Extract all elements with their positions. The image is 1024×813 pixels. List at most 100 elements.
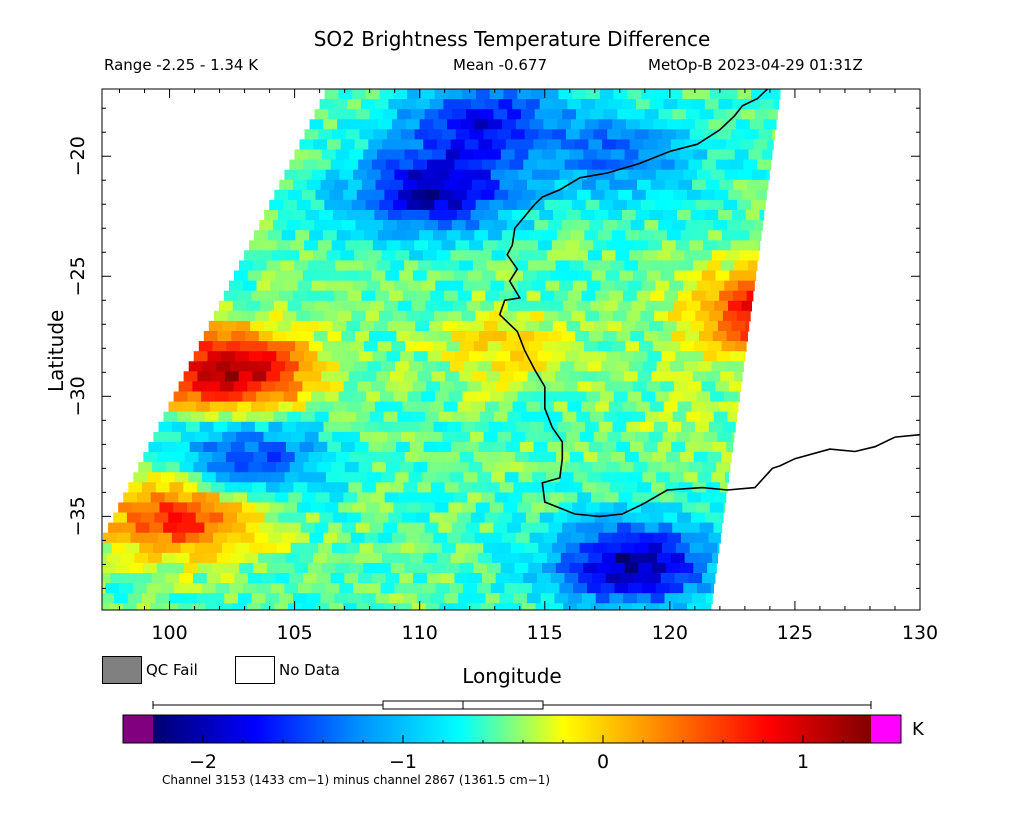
heatmap-cell (576, 411, 591, 423)
heatmap-cell (653, 421, 669, 433)
heatmap-cell (299, 441, 315, 453)
heatmap-cell (327, 331, 342, 342)
heatmap-cell (554, 482, 570, 493)
heatmap-cell (349, 149, 364, 161)
heatmap-cell (449, 280, 464, 292)
heatmap-cell (683, 472, 698, 483)
heatmap-cell (287, 522, 302, 534)
heatmap-cell (612, 310, 628, 322)
heatmap-cell (300, 331, 315, 342)
heatmap-cell (746, 290, 754, 302)
heatmap-cell (363, 341, 379, 352)
heatmap-cell (261, 381, 276, 393)
heatmap-cell (434, 310, 449, 322)
heatmap-cell (531, 280, 546, 292)
heatmap-cell (677, 401, 692, 413)
heatmap-cell (390, 149, 406, 161)
heatmap-cell (252, 482, 267, 493)
heatmap-cell (456, 210, 472, 221)
heatmap-cell (426, 573, 442, 584)
heatmap-cell (628, 169, 643, 181)
heatmap-cell (308, 452, 323, 463)
heatmap-cell (311, 391, 326, 403)
heatmap-cell (265, 290, 280, 302)
heatmap-cell (426, 270, 441, 282)
heatmap-cell (385, 159, 401, 171)
heatmap-cell (635, 431, 650, 443)
heatmap-cell (295, 341, 310, 352)
heatmap-cell (391, 452, 406, 463)
heatmap-cell (254, 421, 270, 433)
heatmap-cell (414, 431, 430, 443)
heatmap-cell (469, 431, 485, 443)
heatmap-cell (338, 391, 354, 403)
heatmap-cell (181, 431, 196, 443)
heatmap-cell (561, 441, 576, 453)
heatmap-cell (438, 522, 453, 534)
heatmap-cell (521, 411, 536, 423)
heatmap-cell (685, 441, 700, 453)
heatmap-cell (572, 391, 587, 403)
heatmap-cell (631, 603, 647, 610)
heatmap-cell (420, 89, 436, 100)
heatmap-cell (603, 522, 618, 534)
heatmap-cell (624, 452, 640, 463)
heatmap-cell (692, 179, 707, 191)
heatmap-cell (424, 220, 439, 231)
heatmap-cell (301, 300, 316, 312)
heatmap-cell (256, 391, 271, 403)
heatmap-cell (686, 522, 701, 534)
heatmap-cell (718, 99, 733, 110)
heatmap-cell (661, 240, 677, 251)
heatmap-cell (662, 542, 677, 554)
heatmap-cell (670, 552, 686, 564)
heatmap-cell (683, 169, 698, 181)
heatmap-cell (518, 169, 533, 181)
heatmap-cell (315, 189, 330, 201)
heatmap-cell (455, 129, 471, 140)
heatmap-cell (721, 341, 736, 352)
heatmap-cell (618, 603, 633, 610)
heatmap-cell (442, 431, 457, 443)
heatmap-cell (251, 593, 267, 604)
heatmap-cell (707, 452, 722, 463)
heatmap-cell (314, 109, 329, 120)
heatmap-cell (540, 401, 555, 413)
heatmap-cell (454, 573, 469, 584)
heatmap-cell (531, 89, 546, 100)
heatmap-cell (384, 603, 399, 610)
heatmap-cell (689, 351, 704, 362)
heatmap-cell (455, 240, 470, 251)
heatmap-cell (522, 381, 537, 393)
heatmap-cell (333, 401, 348, 413)
heatmap-cell (708, 119, 723, 130)
heatmap-cell (213, 310, 229, 322)
heatmap-cell (217, 331, 232, 342)
heatmap-cell (535, 603, 550, 610)
heatmap-cell (105, 583, 120, 594)
heatmap-cell (388, 401, 404, 413)
heatmap-cell (615, 552, 631, 564)
heatmap-cell (431, 260, 447, 272)
heatmap-cell (708, 421, 724, 433)
heatmap-cell (494, 492, 510, 504)
heatmap-cell (480, 300, 495, 312)
heatmap-cell (395, 552, 411, 564)
heatmap-cell (408, 361, 424, 372)
heatmap-cell (342, 109, 357, 120)
heatmap-cell (300, 220, 315, 231)
heatmap-cell (730, 351, 745, 362)
heatmap-cell (478, 139, 493, 151)
heatmap-cell (283, 391, 298, 403)
heatmap-cell (734, 149, 750, 161)
heatmap-cell (189, 552, 204, 564)
heatmap-cell (692, 593, 707, 604)
heatmap-cell (295, 532, 311, 544)
heatmap-cell (399, 270, 414, 282)
heatmap-cell (198, 341, 214, 352)
heatmap-cell (572, 280, 588, 292)
heatmap-cell (146, 583, 162, 594)
heatmap-cell (599, 89, 615, 100)
heatmap-cell (700, 411, 715, 423)
heatmap-cell (763, 119, 777, 130)
